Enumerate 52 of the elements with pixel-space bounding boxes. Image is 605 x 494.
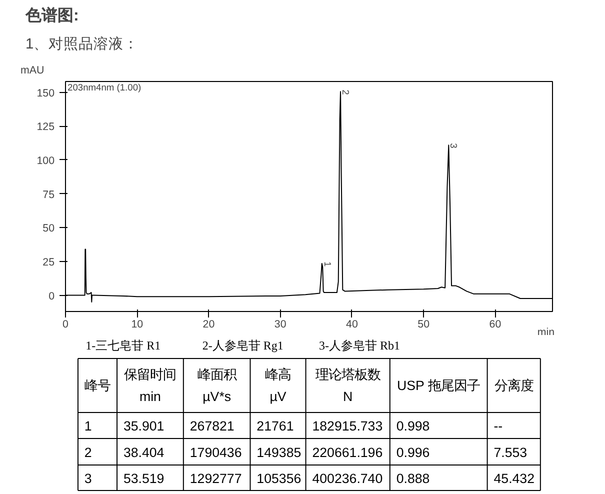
category-label: USP 拖尾因子 (397, 378, 480, 393)
x-tick-label: 60 (489, 318, 502, 330)
y-axis-title: mAU (20, 64, 44, 76)
y-tick-label: 0 (48, 290, 55, 302)
x-tick-label: 40 (346, 318, 358, 330)
text: 0.996 (396, 444, 430, 460)
y-tick-label: 75 (42, 188, 55, 201)
category-label: 峰面积 µV*s (197, 367, 236, 404)
text: 400236.740 (312, 470, 383, 486)
text: 0.888 (396, 470, 430, 486)
text: 3-人参皂苷 Rb1 (319, 338, 400, 352)
category-label: 保留时间 min (124, 367, 176, 404)
text: 35.901 (123, 418, 164, 434)
x-tick-label: 20 (202, 318, 215, 330)
x-tick-label: 0 (62, 318, 69, 330)
chart-subtitle: 1、对照品溶液： (26, 36, 139, 52)
annotation: 3 (448, 143, 459, 148)
y-tick-label: 50 (42, 222, 55, 235)
text: 38.404 (123, 444, 164, 460)
text: 53.519 (123, 470, 164, 486)
annotation: 2 (340, 90, 351, 95)
text: 2-人参皂苷 Rg1 (202, 338, 284, 352)
y-tick-label: 25 (42, 256, 55, 268)
text: 21761 (256, 418, 294, 434)
category-label: 峰号 (84, 378, 110, 393)
x-tick-label: 50 (418, 318, 430, 330)
text: 2 (84, 444, 92, 460)
annotation: 1 (322, 261, 333, 267)
y-tick-label: 125 (36, 121, 55, 134)
x-tick-label: 30 (274, 318, 286, 330)
text: 149385 (256, 444, 302, 460)
category-label: 理论塔板数 N (315, 367, 380, 404)
text: 182915.733 (312, 418, 383, 434)
text: 1-三七皂苷 R1 (86, 338, 161, 352)
text: 1 (84, 418, 92, 434)
text: 7.553 (494, 444, 528, 460)
text: 220661.196 (312, 444, 383, 460)
text: -- (494, 418, 503, 434)
annotation: 203nm4nm (1.00) (68, 82, 142, 92)
text: 1790436 (190, 444, 242, 460)
y-tick-label: 100 (36, 154, 55, 167)
text: 267821 (190, 418, 234, 434)
text: 105356 (256, 470, 302, 486)
x-tick-label: 10 (131, 318, 144, 330)
category-label: 峰高 µV (265, 367, 292, 404)
text: 1292777 (190, 470, 242, 486)
chart-title: 色谱图: (24, 6, 79, 24)
text: 0.998 (396, 418, 430, 434)
category-label: 分离度 (494, 378, 534, 393)
text: 3 (84, 470, 92, 486)
text: 45.432 (494, 470, 535, 486)
y-tick-label: 150 (36, 87, 55, 100)
